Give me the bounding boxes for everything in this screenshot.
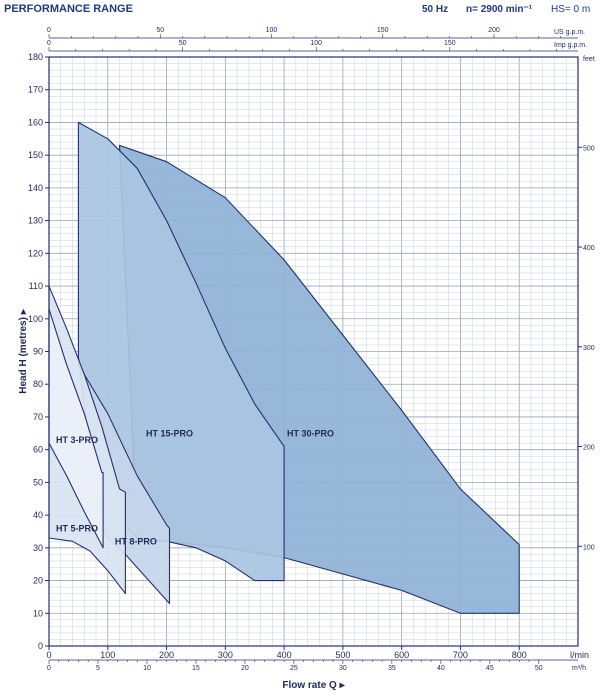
y-tick-label: 70 (33, 412, 43, 422)
x-tick-label-m3h: 30 (339, 665, 347, 672)
feet-tick-label: 200 (583, 445, 595, 452)
y-tick-label: 0 (38, 641, 43, 651)
y-tick-label: 10 (33, 608, 43, 618)
y-tick-label: 180 (28, 52, 43, 62)
x-tick-label-imp: 100 (310, 40, 322, 47)
x-axis-label: Flow rate Q ▸ (282, 680, 345, 691)
y-tick-label: 50 (33, 477, 43, 487)
x-unit-m3h: m³/h (572, 665, 586, 672)
x-tick-label-m3h: 45 (486, 665, 494, 672)
x-tick-label-m3h: 15 (192, 665, 200, 672)
zone-label-ht-30-pro: HT 30-PRO (287, 429, 334, 439)
x-tick-label-lmin: 200 (159, 650, 174, 660)
x-tick-label-lmin: 100 (100, 650, 115, 660)
y-tick-label: 60 (33, 445, 43, 455)
zone-ht-3-pro (48, 308, 104, 549)
x-tick-label-lmin: 700 (453, 650, 468, 660)
y-tick-label: 110 (29, 281, 43, 291)
y-tick-label: 20 (33, 576, 43, 586)
y-tick-label: 80 (33, 379, 43, 389)
x-tick-label-m3h: 35 (388, 665, 396, 672)
x-tick-label-m3h: 0 (47, 665, 51, 672)
y-tick-label: 90 (33, 347, 43, 357)
x-tick-label-lmin: 800 (512, 650, 527, 660)
x-unit-us: US g.p.m. (554, 29, 585, 36)
x-tick-label-us: 200 (488, 27, 500, 34)
suction-height-label: HS= 0 m (551, 4, 590, 15)
zone-label-ht-5-pro: HT 5-PRO (56, 523, 98, 533)
y-tick-label: 170 (28, 85, 43, 95)
performance-zones (48, 121, 520, 614)
y-tick-label: 100 (28, 314, 43, 324)
chart-title: PERFORMANCE RANGE (4, 3, 133, 15)
x-tick-label-m3h: 40 (437, 665, 445, 672)
x-tick-label-us: 150 (377, 27, 389, 34)
x-tick-label-imp: 50 (179, 40, 187, 47)
y-tick-label: 30 (33, 543, 43, 553)
x-tick-label-lmin: 600 (394, 650, 409, 660)
x-tick-label-m3h: 5 (96, 665, 100, 672)
x-tick-label-m3h: 50 (535, 665, 543, 672)
x-tick-label-imp: 150 (444, 40, 456, 47)
x-tick-label-us: 100 (266, 27, 278, 34)
y-tick-label: 140 (28, 183, 43, 193)
x-unit-imp: Imp g.p.m. (554, 42, 587, 49)
x-tick-label-lmin: 400 (277, 650, 292, 660)
y-tick-label: 160 (28, 117, 43, 127)
feet-tick-label: 500 (583, 145, 595, 152)
axes: 0102030405060708090100110120130140150160… (18, 27, 595, 691)
x-tick-label-us: 50 (156, 27, 164, 34)
y-tick-label: 150 (28, 150, 43, 160)
y-axis-label: Head H (metres) ▸ (18, 308, 29, 393)
x-tick-label-imp: 0 (47, 40, 51, 47)
feet-tick-label: 100 (583, 544, 595, 551)
x-tick-label-m3h: 20 (241, 665, 249, 672)
zone-label-ht-15-pro: HT 15-PRO (146, 429, 193, 439)
y-tick-label: 40 (33, 510, 43, 520)
x-tick-label-lmin: 300 (218, 650, 233, 660)
y-tick-label: 120 (28, 248, 43, 258)
x-tick-label-m3h: 25 (290, 665, 298, 672)
x-tick-label-lmin: 500 (335, 650, 350, 660)
feet-tick-label: 300 (583, 345, 595, 352)
feet-unit-label: feet (583, 56, 595, 63)
x-tick-label-us: 0 (47, 27, 51, 34)
zone-labels: HT 30-PRO HT 15-PRO HT 8-PRO HT 5-PRO HT 3-P… (56, 429, 334, 547)
feet-tick-label: 400 (583, 245, 595, 252)
x-tick-label-lmin: 0 (46, 650, 51, 660)
zone-label-ht-8-pro: HT 8-PRO (115, 537, 157, 547)
x-tick-label-m3h: 10 (143, 665, 151, 672)
zone-label-ht-3-pro: HT 3-PRO (56, 435, 98, 445)
x-unit-lmin: l/min (570, 650, 589, 660)
speed-label: n= 2900 min⁻¹ (466, 4, 533, 15)
frequency-label: 50 Hz (422, 4, 448, 15)
y-tick-label: 130 (28, 216, 43, 226)
